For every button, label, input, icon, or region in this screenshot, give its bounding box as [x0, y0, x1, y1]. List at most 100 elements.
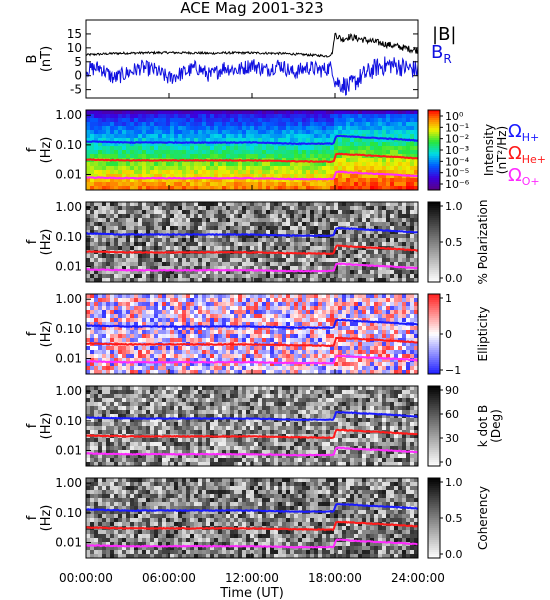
spectrogram-cell — [242, 246, 247, 251]
spectrogram-cell — [122, 242, 127, 247]
spectrogram-cell — [354, 186, 359, 191]
spectrogram-cell — [374, 110, 379, 115]
spectrogram-cell — [170, 310, 175, 315]
spectrogram-cell — [378, 138, 383, 143]
spectrogram-cell — [254, 334, 259, 339]
spectrogram-cell — [210, 242, 215, 247]
spectrogram-cell — [306, 166, 311, 171]
spectrogram-cell — [306, 262, 311, 267]
spectrogram-cell — [142, 206, 147, 211]
spectrogram-cell — [374, 210, 379, 215]
spectrogram-cell — [330, 202, 335, 207]
spectrogram-cell — [122, 326, 127, 331]
spectrogram-cell — [370, 146, 375, 151]
spectrogram-cell — [326, 346, 331, 351]
spectrogram-cell — [246, 358, 251, 363]
spectrogram-cell — [302, 366, 307, 371]
spectrogram-cell — [282, 182, 287, 187]
spectrogram-cell — [254, 218, 259, 223]
spectrogram-cell — [202, 326, 207, 331]
colorbar-swatch — [428, 166, 440, 169]
spectrogram-cell — [370, 326, 375, 331]
spectrogram-cell — [198, 210, 203, 215]
spectrogram-cell — [102, 254, 107, 259]
spectrogram-cell — [338, 214, 343, 219]
spectrogram-cell — [158, 366, 163, 371]
spectrogram-cell — [146, 178, 151, 183]
spectrogram-cell — [370, 230, 375, 235]
spectrogram-cell — [382, 258, 387, 263]
spectrogram-cell — [170, 146, 175, 151]
spectrogram-cell — [342, 154, 347, 159]
spectrogram-cell — [170, 330, 175, 335]
spectrogram-cell — [126, 294, 131, 299]
spectrogram-cell — [378, 238, 383, 243]
spectrogram-cell — [202, 278, 207, 283]
spectrogram-cell — [326, 250, 331, 255]
spectrogram-cell — [166, 134, 171, 139]
spectrogram-cell — [158, 238, 163, 243]
spectrogram-cell — [410, 250, 415, 255]
spectrogram-cell — [378, 142, 383, 147]
spectrogram-cell — [98, 362, 103, 367]
spectrogram-cell — [386, 250, 391, 255]
spectrogram-cell — [162, 258, 167, 263]
spectrogram-cell — [370, 314, 375, 319]
spectrogram-cell — [94, 278, 99, 283]
spectrogram-cell — [214, 130, 219, 135]
spectrogram-cell — [158, 230, 163, 235]
colorbar-swatch — [428, 172, 440, 175]
spectrogram-cell — [86, 178, 91, 183]
spectrogram-cell — [326, 210, 331, 215]
spectrogram-cell — [102, 242, 107, 247]
colorbar-swatch — [428, 220, 440, 223]
spectrogram-cell — [410, 150, 415, 155]
spectrogram-cell — [330, 138, 335, 143]
spectrogram-cell — [198, 366, 203, 371]
spectrogram-cell — [310, 134, 315, 139]
spectrogram-cell — [254, 138, 259, 143]
spectrogram-cell — [98, 270, 103, 275]
spectrogram-cell — [194, 170, 199, 175]
spectrogram-cell — [110, 126, 115, 131]
spectrogram-cell — [318, 230, 323, 235]
spectrogram-cell — [90, 326, 95, 331]
spectrogram-cell — [346, 294, 351, 299]
spectrogram-cell — [330, 302, 335, 307]
spectrogram-cell — [274, 334, 279, 339]
spectrogram-cell — [274, 270, 279, 275]
spectrogram-cell — [330, 206, 335, 211]
spectrogram-cell — [118, 186, 123, 191]
spectrogram-cell — [274, 226, 279, 231]
spectrogram-cell — [210, 226, 215, 231]
spectrogram-cell — [294, 362, 299, 367]
spectrogram-cell — [370, 122, 375, 127]
spectrogram-cell — [266, 314, 271, 319]
spectrogram-cell — [294, 322, 299, 327]
spectrogram-cell — [94, 294, 99, 299]
spectrogram-cell — [230, 242, 235, 247]
spectrogram-cell — [206, 278, 211, 283]
spectrogram-cell — [318, 130, 323, 135]
spectrogram-cell — [142, 354, 147, 359]
spectrogram-cell — [194, 222, 199, 227]
colorbar-swatch — [428, 238, 440, 241]
spectrogram-cell — [262, 238, 267, 243]
spectrogram-cell — [342, 146, 347, 151]
spectrogram-cell — [354, 306, 359, 311]
spectrogram-cell — [386, 114, 391, 119]
colorbar-swatch — [428, 258, 440, 261]
spectrogram-cell — [106, 230, 111, 235]
spectrogram-cell — [146, 174, 151, 179]
spectrogram-cell — [202, 294, 207, 299]
spectrogram-cell — [386, 254, 391, 259]
spectrogram-cell — [194, 318, 199, 323]
spectrogram-cell — [338, 234, 343, 239]
spectrogram-cell — [246, 306, 251, 311]
spectrogram-cell — [350, 214, 355, 219]
spectrogram-cell — [294, 334, 299, 339]
spectrogram-cell — [274, 130, 279, 135]
spectrogram-cell — [194, 310, 199, 315]
spectrogram-cell — [258, 294, 263, 299]
spectrogram-cell — [234, 318, 239, 323]
